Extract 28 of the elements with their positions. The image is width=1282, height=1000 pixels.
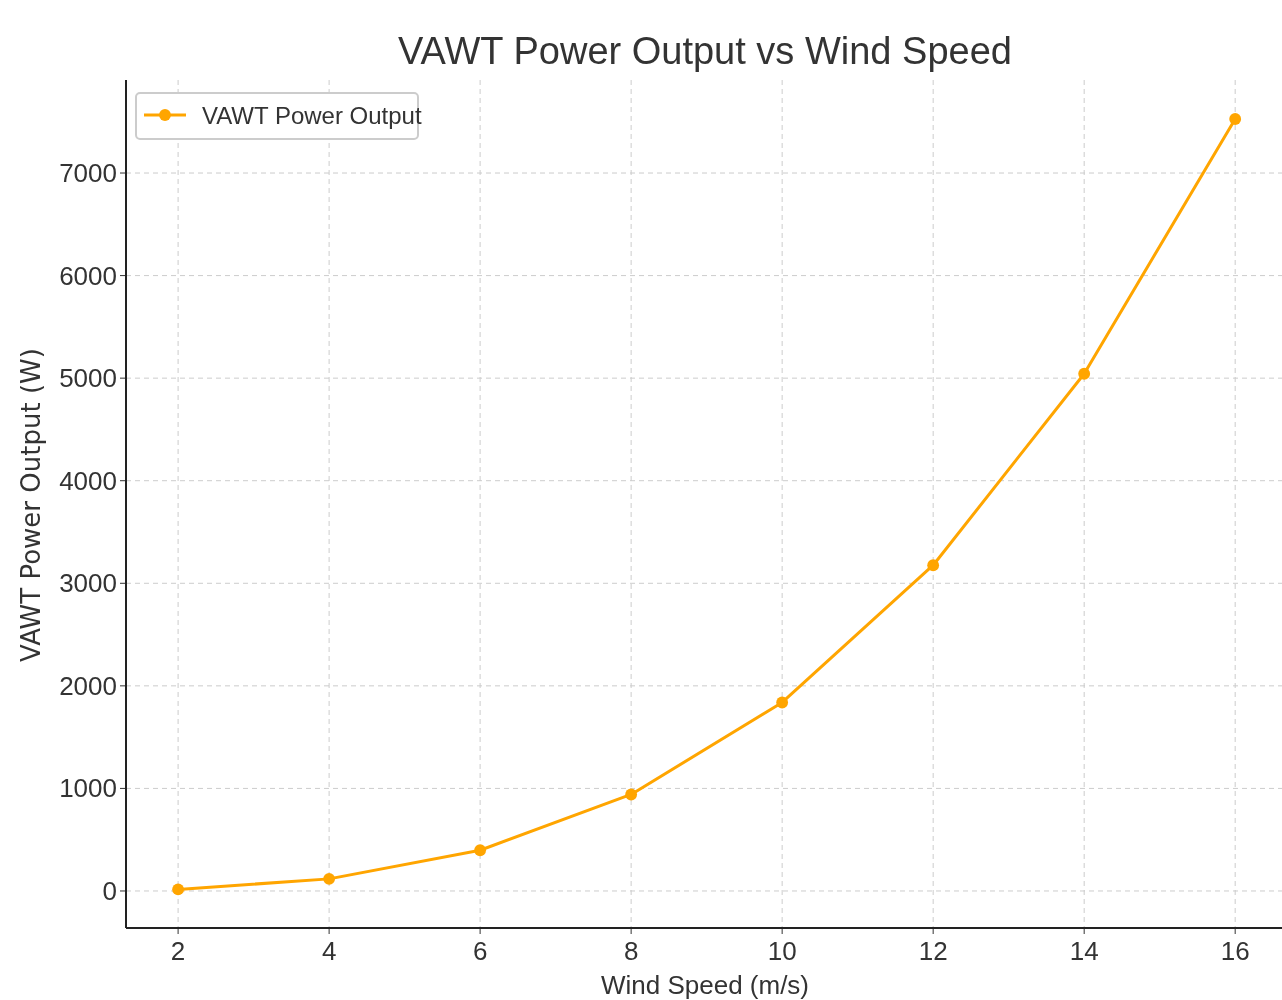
- chart-title: VAWT Power Output vs Wind Speed: [398, 30, 1012, 72]
- x-tick-label: 12: [918, 936, 948, 966]
- point: [1229, 113, 1242, 125]
- x-axis-title: Wind Speed (m/s): [600, 970, 810, 1000]
- point: [776, 696, 789, 709]
- x-tick-label: 2: [170, 936, 186, 966]
- y-tick-label: 1000: [59, 773, 117, 804]
- y-tick-label: 5000: [59, 363, 117, 394]
- y-tick-label: 6000: [59, 260, 117, 291]
- y-tick-label: 4000: [59, 465, 117, 496]
- x-tick-label: 10: [767, 936, 797, 966]
- point: [625, 788, 638, 801]
- x-tick-label: 16: [1220, 936, 1250, 966]
- y-tick-label: 0: [102, 875, 117, 906]
- point: [323, 872, 336, 885]
- point: [927, 559, 940, 572]
- x-tick-label: 4: [321, 936, 337, 966]
- legend-label: VAWT Power Output: [202, 102, 422, 129]
- x-tick-label: 8: [623, 936, 639, 966]
- y-axis-title: VAWT Power Output (W): [16, 348, 46, 662]
- point: [1078, 367, 1091, 380]
- point: [474, 844, 487, 857]
- point: [172, 883, 185, 896]
- y-tick-label: 2000: [59, 670, 117, 701]
- x-tick-label: 6: [472, 936, 488, 966]
- y-tick-label: 3000: [59, 568, 117, 599]
- y-tick-label: 7000: [59, 158, 117, 189]
- x-tick-label: 14: [1069, 936, 1099, 966]
